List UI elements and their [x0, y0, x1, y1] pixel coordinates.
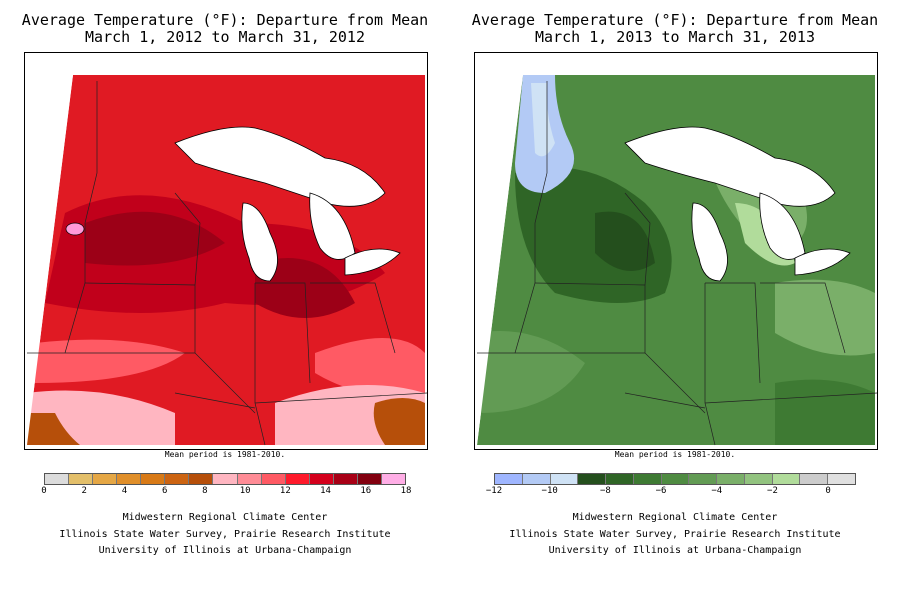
lake-erie-2013 — [794, 248, 851, 276]
legend-tick-label: −6 — [655, 486, 667, 496]
credit-line2: Illinois State Water Survey, Prairie Res… — [59, 528, 391, 540]
legend-tick-label: 8 — [202, 486, 208, 496]
legend-ticks-2012: 0 2 4 6 8 10 12 14 16 18 — [41, 486, 411, 500]
legend-ticks-2013: −12 −10 −8 −6 −4 −2 0 — [486, 486, 856, 500]
legend-swatch — [772, 474, 801, 484]
legend-tick-label: −12 — [485, 486, 503, 496]
legend-swatch — [69, 474, 94, 484]
legend-tick-label: 6 — [161, 486, 168, 496]
credit-line3: University of Illinois at Urbana-Champai… — [98, 545, 352, 556]
lake-superior-2013 — [624, 126, 836, 207]
legend-tick-label: 10 — [239, 486, 251, 496]
legend-swatch — [45, 474, 70, 484]
credit-line3: University of Illinois at Urbana-Champai… — [548, 545, 802, 556]
legend-swatch — [800, 474, 829, 484]
map-title-line1: Average Temperature (°F): Departure from… — [471, 11, 879, 29]
map-svg-2012 — [25, 53, 427, 446]
legend-swatch — [606, 474, 634, 484]
legend-swatch — [333, 474, 358, 484]
legend-swatch — [165, 474, 190, 484]
legend-swatch — [141, 474, 166, 484]
legend-tick-label: 18 — [400, 486, 412, 496]
legend-tick-label: 4 — [121, 486, 128, 496]
lake-huron-2013 — [759, 192, 806, 260]
legend-swatch — [578, 474, 607, 484]
legend-swatch — [689, 474, 718, 484]
lake-michigan-2012 — [241, 202, 278, 282]
map-panel-2012: Average Temperature (°F): Departure from… — [0, 11, 450, 560]
legend-swatch — [189, 474, 214, 484]
credits: Midwestern Regional Climate Center Illin… — [0, 510, 450, 560]
map-title-line2: March 1, 2013 to March 31, 2013 — [535, 28, 815, 46]
state-borders-2013 — [477, 81, 877, 446]
mean-period-note: Mean period is 1981-2010. — [614, 450, 736, 459]
legend-swatch — [828, 474, 855, 484]
legend-swatch — [550, 474, 579, 484]
legend-tick-label: −4 — [711, 486, 723, 496]
legend-tick-label: −10 — [541, 486, 558, 496]
lake-superior-2012 — [174, 126, 386, 207]
credit-line1: Midwestern Regional Climate Center — [122, 512, 328, 523]
legend-swatch — [93, 474, 118, 484]
legend-tick-label: 16 — [360, 486, 372, 496]
legend-swatch — [381, 474, 405, 484]
lake-michigan-2013 — [691, 202, 728, 282]
lake-huron-2012 — [309, 192, 356, 260]
temperature-map-2012 — [24, 52, 428, 450]
temperature-map-2013 — [474, 52, 878, 450]
mean-period-note: Mean period is 1981-2010. — [164, 450, 286, 459]
legend-swatch — [717, 474, 745, 484]
legend-tick-label: 14 — [320, 486, 331, 496]
lake-erie-2012 — [344, 248, 401, 276]
credits: Midwestern Regional Climate Center Illin… — [450, 510, 900, 560]
map-title-line2: March 1, 2012 to March 31, 2012 — [85, 28, 365, 46]
legend-tick-label: 12 — [279, 486, 291, 496]
state-borders-2012 — [27, 81, 427, 446]
legend-tick-label: −8 — [599, 486, 611, 496]
outside-mask-2012 — [25, 53, 427, 445]
map-panel-2013: Average Temperature (°F): Departure from… — [450, 0, 900, 600]
legend-swatch — [117, 474, 142, 484]
outside-mask-2013 — [475, 53, 877, 445]
color-scale-legend-2012 — [44, 473, 406, 485]
legend-swatch — [661, 474, 690, 484]
legend-swatch — [309, 474, 334, 484]
legend-tick-label: 0 — [825, 486, 831, 496]
legend-swatch — [633, 474, 662, 484]
legend-tick-label: −2 — [767, 486, 778, 496]
legend-swatch — [285, 474, 310, 484]
legend-swatch — [495, 474, 523, 484]
credit-line2: Illinois State Water Survey, Prairie Res… — [509, 528, 841, 540]
legend-swatch — [213, 474, 238, 484]
map-title-line1: Average Temperature (°F): Departure from… — [21, 11, 429, 29]
legend-swatch — [357, 474, 382, 484]
legend-swatch — [261, 474, 286, 484]
legend-swatch — [522, 474, 551, 484]
legend-swatch — [237, 474, 262, 484]
legend-swatch — [744, 474, 773, 484]
credit-line1: Midwestern Regional Climate Center — [572, 512, 778, 523]
legend-tick-label: 2 — [81, 486, 87, 496]
map-svg-2013 — [475, 53, 877, 446]
legend-tick-label: 0 — [41, 486, 47, 496]
color-scale-legend-2013 — [494, 473, 856, 485]
